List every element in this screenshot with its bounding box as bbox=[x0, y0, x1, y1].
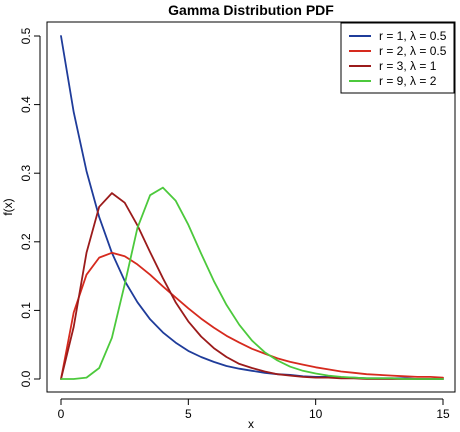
legend-label: r = 3, λ = 1 bbox=[379, 59, 437, 73]
series-line-3 bbox=[60, 192, 444, 380]
x-tick-label: 5 bbox=[185, 407, 192, 421]
y-tick-label: 0.3 bbox=[19, 165, 33, 182]
x-axis-label: x bbox=[248, 417, 254, 431]
legend-label: r = 2, λ = 0.5 bbox=[379, 44, 447, 58]
chart-title: Gamma Distribution PDF bbox=[168, 2, 334, 18]
y-tick-label: 0.2 bbox=[19, 233, 33, 250]
y-tick-label: 0.1 bbox=[19, 302, 33, 319]
y-tick-label: 0.5 bbox=[19, 27, 33, 44]
y-axis-label: f(x) bbox=[1, 198, 15, 215]
legend-label: r = 9, λ = 2 bbox=[379, 74, 437, 88]
x-tick-label: 10 bbox=[309, 407, 323, 421]
series-group bbox=[60, 35, 444, 380]
legend: r = 1, λ = 0.5r = 2, λ = 0.5r = 3, λ = 1… bbox=[340, 22, 455, 94]
series-line-2 bbox=[60, 251, 444, 380]
x-axis: 0 5 10 15 bbox=[58, 398, 450, 421]
plot-frame bbox=[46, 21, 456, 393]
y-tick-label: 0.4 bbox=[19, 96, 33, 113]
series-line-4 bbox=[60, 186, 444, 380]
x-tick-label: 0 bbox=[58, 407, 65, 421]
y-tick-label: 0.0 bbox=[19, 370, 33, 387]
x-tick-label: 15 bbox=[436, 407, 450, 421]
legend-label: r = 1, λ = 0.5 bbox=[379, 29, 447, 43]
y-axis: 0.0 0.1 0.2 0.3 0.4 0.5 bbox=[19, 27, 41, 387]
legend-box bbox=[340, 22, 455, 94]
